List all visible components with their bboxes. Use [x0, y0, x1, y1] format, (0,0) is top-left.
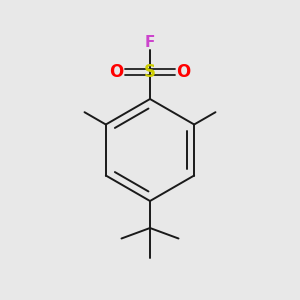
Text: S: S	[144, 63, 156, 81]
Text: O: O	[110, 63, 124, 81]
Text: O: O	[176, 63, 190, 81]
Text: F: F	[145, 35, 155, 50]
